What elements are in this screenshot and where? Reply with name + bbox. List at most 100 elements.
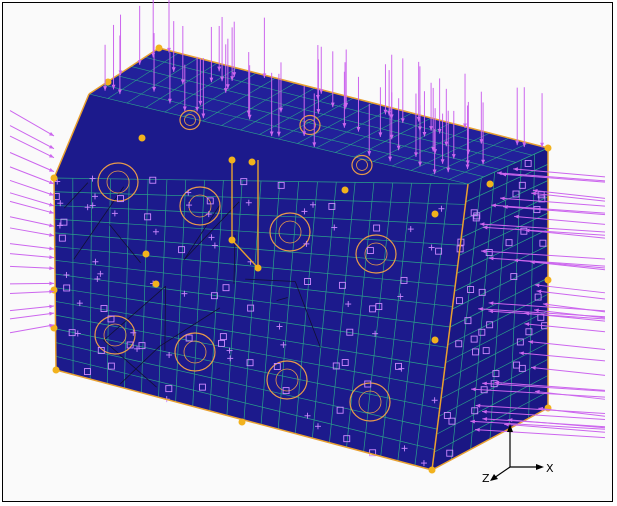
- z-axis-arrow-icon: [490, 474, 498, 481]
- grid-line: [55, 301, 445, 369]
- load-arrow-left: [519, 352, 606, 362]
- grid-line: [55, 355, 435, 450]
- grid-line: [54, 273, 451, 328]
- node-marker-square: [343, 435, 351, 443]
- hole-outline: [179, 186, 221, 226]
- hole-outline: [174, 332, 216, 372]
- load-arrow-left: [514, 215, 606, 225]
- hole-inner: [278, 220, 302, 244]
- box-front-face: [54, 178, 468, 470]
- load-arrow-right: [9, 305, 55, 312]
- hole-inner: [184, 114, 196, 126]
- node-marker-square: [185, 334, 193, 342]
- load-arrow-down-head-icon: [387, 111, 392, 116]
- load-arrow-left-head-icon: [524, 311, 530, 316]
- load-arrow-down-head-icon: [137, 60, 142, 65]
- node-point: [544, 276, 552, 284]
- load-arrow-left-head-icon: [479, 222, 485, 227]
- hole-inner: [106, 170, 130, 194]
- node-point: [254, 264, 262, 272]
- node-point: [142, 250, 150, 258]
- load-arrow-left-head-icon: [513, 167, 519, 172]
- load-arrow-right-head-icon: [49, 131, 54, 136]
- load-arrow-down-head-icon: [396, 145, 401, 151]
- load-arrow-left-head-icon: [471, 387, 476, 392]
- node-marker-square: [455, 297, 463, 305]
- node-marker-square: [222, 284, 230, 292]
- load-arrow-right-head-icon: [49, 304, 54, 309]
- node-marker-square: [328, 202, 336, 210]
- slot-outline: [231, 160, 259, 270]
- hole-inner: [275, 368, 299, 392]
- load-arrow-left: [494, 381, 606, 391]
- node-marker-square: [470, 209, 478, 217]
- node-marker-square: [117, 195, 124, 203]
- node-marker-square: [486, 321, 494, 329]
- grid-line: [411, 132, 490, 171]
- node-point: [155, 44, 163, 52]
- node-marker-square: [395, 362, 402, 370]
- load-arrow-down-head-icon: [440, 159, 445, 164]
- node-marker-square: [539, 239, 547, 247]
- load-arrow-left: [479, 223, 606, 233]
- load-arrow-left-head-icon: [494, 380, 500, 385]
- load-arrow-down-head-icon: [444, 141, 449, 147]
- node-point: [138, 134, 146, 142]
- load-arrow-right: [9, 290, 55, 294]
- load-arrow-left: [496, 172, 606, 182]
- load-arrow-down-head-icon: [540, 142, 545, 148]
- load-arrow-right-head-icon: [49, 192, 54, 196]
- load-arrow-down-head-icon: [356, 127, 361, 132]
- load-arrow-down-head-icon: [446, 167, 451, 173]
- load-arrow-down-head-icon: [201, 113, 206, 119]
- load-arrow-right-head-icon: [49, 153, 54, 158]
- load-arrow-down-head-icon: [389, 134, 394, 140]
- load-arrow-down-head-icon: [463, 123, 467, 129]
- z-axis-line: [493, 466, 511, 479]
- node-marker-square: [246, 359, 254, 367]
- load-arrow-down-head-icon: [319, 89, 324, 94]
- hole-outline: [355, 234, 397, 274]
- load-arrow-down-head-icon: [246, 110, 251, 116]
- load-arrow-down-head-icon: [195, 106, 200, 112]
- node-marker-square: [516, 338, 524, 346]
- load-arrow-right: [9, 152, 55, 173]
- load-arrow-down-head-icon: [378, 132, 383, 137]
- load-arrow-right: [9, 166, 55, 185]
- load-arrows-right: [470, 167, 606, 439]
- load-arrow-down-head-icon: [167, 47, 171, 53]
- load-arrows-top: [103, 0, 545, 175]
- box-edge: [88, 47, 160, 95]
- box-right-face: [432, 148, 548, 470]
- node-marker-square: [247, 304, 255, 312]
- load-arrow-left: [513, 168, 606, 178]
- hole-outline: [299, 114, 321, 136]
- load-arrow-down-head-icon: [465, 164, 470, 170]
- node-marker-square: [277, 181, 285, 189]
- triangular-mesh: [63, 182, 321, 388]
- hole-outline: [349, 382, 391, 422]
- load-arrow-right-head-icon: [49, 223, 54, 228]
- node-marker-square: [273, 363, 281, 370]
- node-marker-square: [472, 214, 480, 222]
- node-marker-square: [482, 347, 490, 355]
- node-marker-square: [240, 178, 248, 186]
- load-arrow-left-head-icon: [542, 302, 548, 307]
- node-marker-square: [470, 335, 478, 343]
- y-axis-arrow-icon: [507, 424, 513, 432]
- grid-line: [354, 117, 432, 158]
- load-arrow-right: [9, 110, 55, 137]
- load-arrow-left: [528, 341, 606, 351]
- node-marker-square: [100, 305, 108, 312]
- load-arrow-left-head-icon: [524, 322, 530, 327]
- load-arrow-right: [9, 179, 55, 196]
- node-marker-square: [341, 359, 349, 366]
- load-arrow-left: [531, 192, 606, 202]
- mesh-edge: [183, 205, 220, 260]
- load-arrow-down-head-icon: [367, 151, 372, 156]
- mesh-edge: [294, 281, 321, 348]
- load-arrow-down-head-icon: [220, 76, 225, 82]
- node-marker-square: [52, 193, 60, 200]
